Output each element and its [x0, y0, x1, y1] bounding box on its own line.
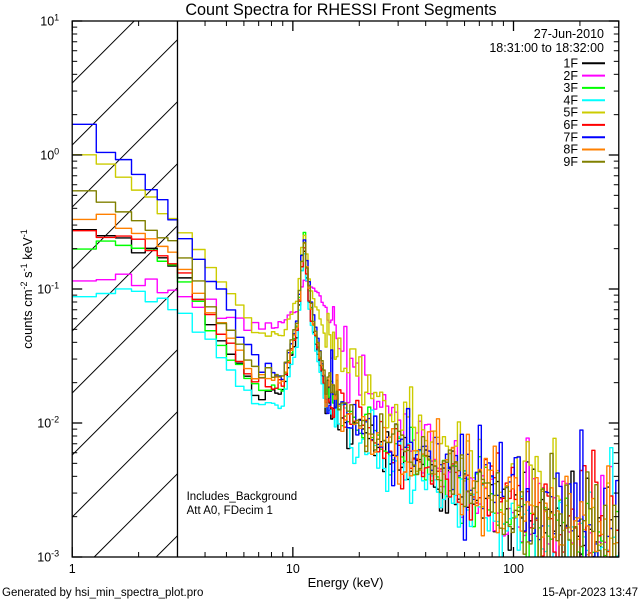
svg-text:10: 10: [286, 562, 300, 576]
svg-text:27-Jun-2010: 27-Jun-2010: [534, 27, 604, 41]
svg-text:18:31:00 to 18:32:00: 18:31:00 to 18:32:00: [489, 41, 604, 55]
svg-text:15-Apr-2023 13:47: 15-Apr-2023 13:47: [542, 587, 638, 599]
svg-text:9F: 9F: [563, 155, 578, 169]
svg-text:Generated by hsi_min_spectra_p: Generated by hsi_min_spectra_plot.pro: [2, 587, 203, 599]
svg-text:Energy (keV): Energy (keV): [308, 575, 384, 590]
svg-text:Includes_Background: Includes_Background: [187, 491, 298, 503]
svg-text:100: 100: [503, 562, 524, 576]
svg-text:1: 1: [69, 562, 76, 576]
svg-text:Att A0, FDecim 1: Att A0, FDecim 1: [187, 505, 273, 517]
svg-text:Count Spectra for RHESSI Front: Count Spectra for RHESSI Front Segments: [185, 1, 496, 19]
